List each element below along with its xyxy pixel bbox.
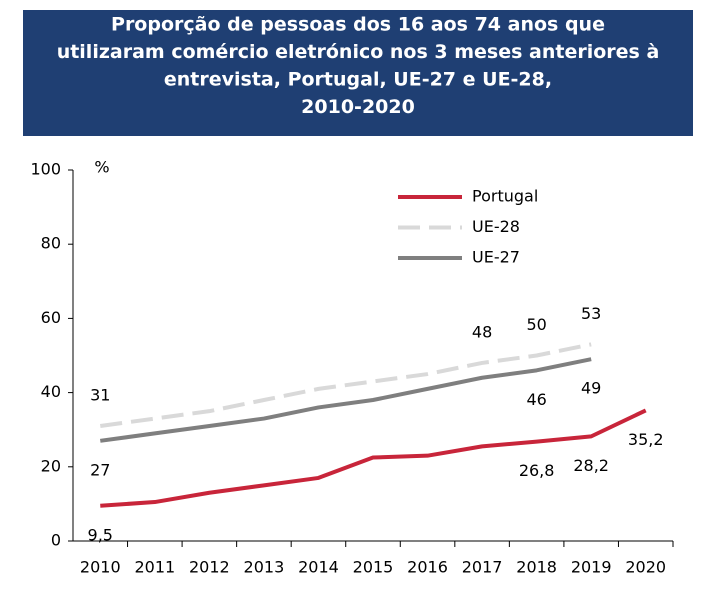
title-box [23,10,693,136]
data-label: 27 [90,460,110,479]
x-tick-label: 2012 [189,558,230,577]
data-label: 53 [581,304,601,323]
chart-title: 2010-2020 [301,96,415,118]
x-tick-label: 2016 [407,558,448,577]
x-tick-label: 2019 [571,558,612,577]
y-tick-label: 40 [41,382,61,401]
y-axis-label: % [94,158,109,177]
chart-title: entrevista, Portugal, UE-27 e UE-28, [164,69,552,91]
y-tick-label: 80 [41,234,61,253]
series-line [100,342,592,428]
data-label: 35,2 [628,430,664,449]
chart-title: utilizaram comércio eletrónico nos 3 mes… [57,41,660,63]
y-tick-label: 0 [51,531,61,550]
chart-title: Proporção de pessoas dos 16 aos 74 anos … [111,14,605,36]
x-tick-label: 2010 [80,558,121,577]
legend-label: UE-28 [472,217,520,236]
y-tick-label: 20 [41,456,61,475]
data-label: 49 [581,379,601,398]
x-tick-label: 2013 [244,558,285,577]
data-label: 28,2 [573,456,609,475]
y-tick-label: 100 [30,160,61,179]
x-tick-label: 2017 [462,558,503,577]
data-label: 48 [472,322,492,341]
series-line [100,408,647,508]
legend-label: UE-27 [472,248,520,267]
legend-label: Portugal [472,187,538,206]
x-tick-label: 2011 [134,558,175,577]
x-tick-label: 2015 [353,558,394,577]
data-label: 26,8 [519,461,555,480]
series-line [100,357,592,443]
x-tick-label: 2018 [516,558,557,577]
data-label: 31 [90,385,110,404]
x-tick-label: 2020 [625,558,666,577]
y-tick-label: 60 [41,308,61,327]
x-tick-label: 2014 [298,558,339,577]
data-label: 9,5 [88,525,113,544]
data-label: 46 [526,390,546,409]
data-label: 50 [526,315,546,334]
